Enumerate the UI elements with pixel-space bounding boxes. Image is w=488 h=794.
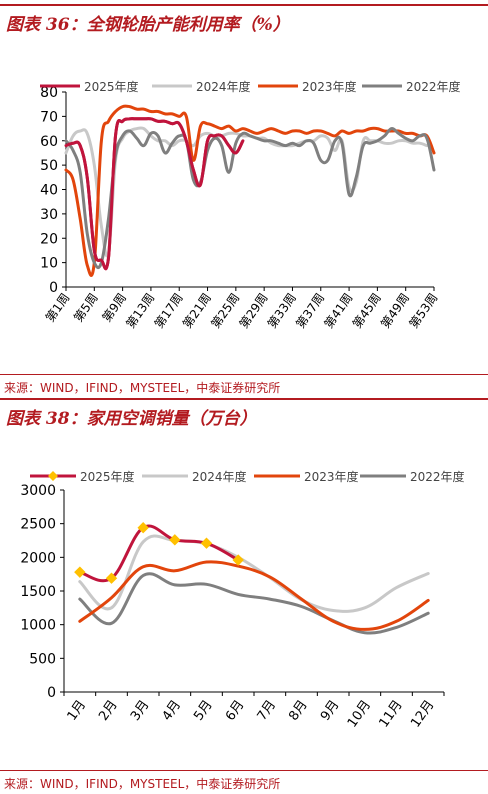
series-line-2024年度: [64, 126, 429, 258]
series-line-2025-front: [65, 117, 245, 271]
figure-38-bottom-rule: [0, 770, 488, 771]
figure-36-bottom-rule: [0, 374, 488, 375]
data-point-marker: [200, 537, 213, 549]
x-tick-label: 12月: [408, 698, 437, 731]
y-tick-label: 500: [29, 651, 56, 667]
x-tick-label: 9月: [318, 698, 342, 724]
y-tick-label: 20: [40, 231, 58, 247]
y-tick-label: 80: [40, 85, 58, 101]
series-line-2024年度: [78, 534, 430, 613]
x-tick-label: 3月: [128, 698, 152, 724]
legend-marker: [48, 471, 58, 481]
y-tick-label: 1500: [20, 584, 56, 600]
x-tick-label: 第25周: [208, 291, 242, 331]
series-line-2022年度: [78, 572, 430, 635]
capacity-utilization-chart: 01020304050607080第1周第5周第9周第13周第17周第21周第2…: [40, 79, 461, 331]
y-tick-label: 60: [40, 134, 58, 150]
y-tick-label: 2000: [20, 550, 56, 566]
data-point-marker: [74, 566, 86, 578]
x-tick-label: 第49周: [378, 291, 412, 331]
figure-36-title: 图表 36：全钢轮胎产能利用率（%）: [6, 15, 290, 35]
x-tick-label: 第41周: [322, 291, 356, 331]
legend-label: 2025年度: [84, 79, 139, 94]
y-tick-label: 30: [40, 207, 58, 223]
legend-label: 2022年度: [410, 469, 465, 484]
legend-label: 2025年度: [80, 469, 135, 484]
x-tick-label: 第53周: [406, 291, 440, 331]
figure-36-source: 来源：WIND，IFIND，MYSTEEL，中泰证券研究所: [4, 381, 281, 395]
data-point-marker: [137, 521, 149, 534]
x-tick-label: 第21周: [180, 291, 214, 331]
x-tick-label: 5月: [191, 698, 215, 724]
data-point-marker: [232, 554, 244, 566]
x-tick-label: 2月: [96, 698, 120, 724]
figure-36-top-rule: [0, 4, 488, 6]
x-tick-label: 8月: [286, 698, 310, 724]
legend-label: 2023年度: [304, 469, 359, 484]
series-line-2023年度: [64, 104, 436, 277]
data-point-marker: [105, 572, 118, 584]
y-tick-label: 70: [40, 109, 58, 125]
data-point-marker: [169, 534, 181, 546]
y-tick-label: 3000: [20, 483, 56, 499]
legend-label: 2024年度: [196, 79, 251, 94]
x-tick-label: 10月: [345, 698, 374, 731]
x-tick-label: 第5周: [71, 291, 101, 325]
y-tick-label: 40: [40, 183, 58, 199]
y-tick-label: 50: [40, 158, 58, 174]
ac-sales-chart: 0 500 1000 1500 2000 2500 3000 1月 2月 3月 4月 5月 6月 7月 8月…: [20, 469, 465, 731]
x-tick-label: 第29周: [237, 291, 271, 331]
x-tick-label: 第45周: [350, 291, 384, 331]
y-tick-label: 1000: [20, 618, 56, 634]
figure-38-title: 图表 38：家用空调销量（万台）: [6, 409, 257, 429]
x-tick-label: 第13周: [123, 291, 157, 331]
legend-label: 2023年度: [302, 79, 357, 94]
x-tick-label: 6月: [223, 698, 247, 724]
y-tick-label: 0: [47, 685, 56, 701]
y-tick-label: 2500: [20, 517, 56, 533]
figure-38-top-rule: [0, 398, 488, 400]
x-tick-label: 第1周: [43, 291, 73, 325]
x-tick-label: 第33周: [265, 291, 299, 331]
x-tick-label: 第37周: [293, 291, 327, 331]
series-line-2023年度: [78, 560, 430, 631]
x-tick-label: 1月: [65, 698, 89, 724]
series-line-2025年度: [78, 524, 240, 583]
series-line-2022年度: [64, 127, 436, 270]
x-tick-label: 11月: [377, 698, 406, 731]
figure-38-source: 来源：WIND，IFIND，MYSTEEL，中泰证券研究所: [4, 777, 281, 791]
legend-label: 2024年度: [192, 469, 247, 484]
y-tick-label: 10: [40, 256, 58, 272]
x-tick-label: 第17周: [152, 291, 186, 331]
x-tick-label: 4月: [160, 698, 184, 724]
x-tick-label: 7月: [255, 698, 279, 724]
y-tick-label: 0: [49, 280, 58, 296]
legend-label: 2022年度: [406, 79, 461, 94]
